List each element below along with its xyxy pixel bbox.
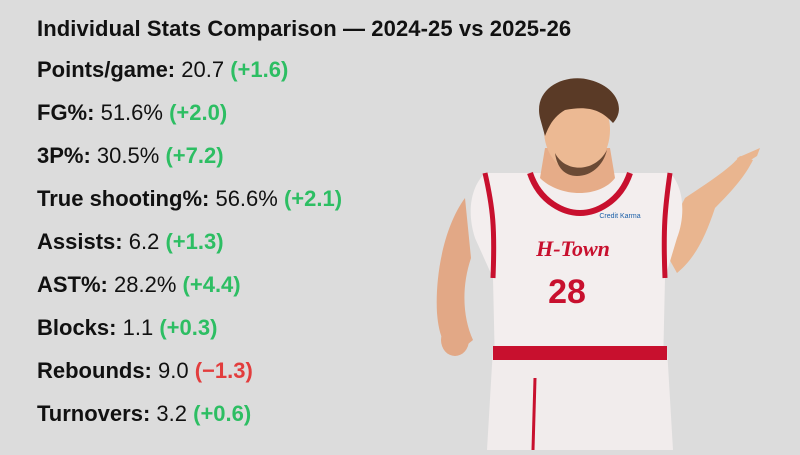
- stat-change: (+1.3): [165, 229, 224, 254]
- stat-row-turnovers: Turnovers: 3.2 (+0.6): [37, 397, 457, 440]
- stat-row-fg-pct: FG%: 51.6% (+2.0): [37, 96, 457, 139]
- stat-change: (+1.6): [230, 57, 289, 82]
- stats-list: Points/game: 20.7 (+1.6) FG%: 51.6% (+2.…: [37, 53, 457, 440]
- player-photo: H-Town 28 Credit Karma: [415, 78, 760, 451]
- stat-row-assists: Assists: 6.2 (+1.3): [37, 225, 457, 268]
- stat-row-rebounds: Rebounds: 9.0 (−1.3): [37, 354, 457, 397]
- stat-label: Assists:: [37, 229, 123, 254]
- stat-label: Turnovers:: [37, 401, 151, 426]
- stat-row-3p-pct: 3P%: 30.5% (+7.2): [37, 139, 457, 182]
- stat-change: (+0.3): [159, 315, 218, 340]
- stat-change: (−1.3): [194, 358, 253, 383]
- jersey-patch: Credit Karma: [599, 213, 640, 220]
- stat-value: 9.0: [158, 358, 189, 383]
- stat-value: 6.2: [128, 229, 160, 254]
- stat-label: FG%:: [37, 100, 95, 125]
- stat-change: (+2.0): [169, 100, 228, 125]
- stat-row-ast-pct: AST%: 28.2% (+4.4): [37, 268, 457, 311]
- page-title: Individual Stats Comparison — 2024-25 vs…: [37, 16, 572, 41]
- player-illustration: H-Town 28 Credit Karma: [436, 78, 760, 451]
- stat-value: 51.6%: [100, 100, 163, 125]
- stat-row-true-shooting: True shooting%: 56.6% (+2.1): [37, 182, 457, 225]
- stat-row-points: Points/game: 20.7 (+1.6): [37, 53, 457, 96]
- stat-label: True shooting%:: [37, 186, 210, 211]
- stat-change: (+0.6): [193, 401, 252, 426]
- jersey-team-text: H-Town: [535, 236, 610, 261]
- stat-change: (+2.1): [283, 186, 343, 211]
- stat-label: Blocks:: [37, 315, 117, 340]
- stat-value: 3.2: [156, 401, 187, 426]
- stat-value: 56.6%: [215, 186, 278, 211]
- stat-row-blocks: Blocks: 1.1 (+0.3): [37, 311, 457, 354]
- stat-value: 20.7: [181, 57, 225, 82]
- stat-label: Points/game:: [37, 57, 176, 82]
- stat-label: 3P%:: [37, 143, 91, 168]
- stat-value: 28.2%: [114, 272, 177, 297]
- stat-label: AST%:: [37, 272, 108, 297]
- stat-value: 1.1: [122, 315, 154, 340]
- stat-change: (+4.4): [182, 272, 241, 297]
- stat-value: 30.5%: [96, 143, 160, 168]
- jersey-number: 28: [548, 273, 586, 311]
- stat-change: (+7.2): [165, 143, 224, 168]
- stat-label: Rebounds:: [37, 358, 152, 383]
